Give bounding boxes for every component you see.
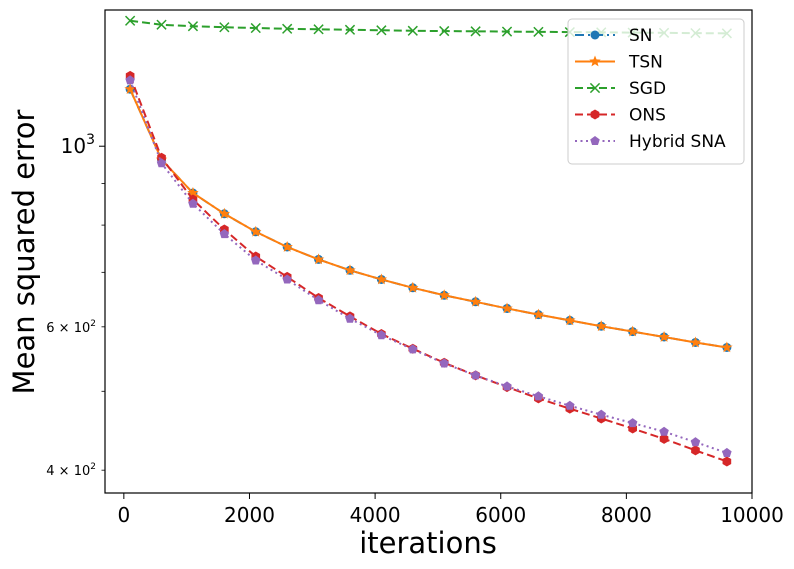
data-point-tsn [564, 314, 576, 326]
data-point-tsn [218, 207, 231, 219]
y-tick-label: 6 × 102 [46, 319, 96, 336]
data-point-hybrid-sna [156, 158, 167, 168]
x-tick-label: 6000 [475, 503, 526, 527]
legend-label-hybrid-sna: Hybrid SNA [629, 132, 726, 152]
data-point-tsn [658, 330, 670, 342]
data-point-tsn [375, 273, 388, 285]
x-tick-label: 8000 [601, 503, 652, 527]
data-point-hybrid-sna [439, 358, 449, 368]
data-point-hybrid-sna [565, 400, 575, 410]
data-point-hybrid-sna [659, 426, 669, 436]
x-tick-label: 0 [117, 503, 130, 527]
legend-marker-sgd [589, 82, 601, 94]
data-point-sgd [282, 23, 293, 34]
data-point-sgd [156, 19, 167, 30]
data-point-tsn [187, 187, 199, 198]
data-point-sgd [219, 22, 230, 33]
data-point-tsn [312, 253, 325, 265]
data-point-sgd [376, 25, 387, 36]
data-point-hybrid-sna [627, 418, 638, 428]
data-point-hybrid-sna [345, 313, 355, 323]
data-point-hybrid-sna [408, 344, 418, 354]
data-point-tsn [501, 302, 513, 314]
series-layer [124, 15, 733, 467]
series-line-tsn [129, 88, 728, 349]
data-point-sgd [407, 25, 418, 36]
data-point-hybrid-sna [596, 409, 606, 419]
data-point-hybrid-sna [376, 330, 387, 340]
data-point-tsn [250, 225, 262, 237]
data-point-sgd [533, 26, 544, 37]
data-point-tsn [532, 308, 545, 320]
legend-marker-hybrid-sna [590, 136, 600, 146]
legend-label-tsn: TSN [628, 53, 663, 73]
data-point-sgd [344, 24, 356, 35]
data-point-sgd [439, 25, 450, 37]
x-tick-label: 2000 [224, 503, 275, 527]
y-axis-label: Mean squared error [7, 110, 41, 395]
x-tick-label: 4000 [350, 503, 401, 527]
y-tick-label: 4 × 102 [46, 462, 96, 479]
data-point-sgd [187, 21, 199, 32]
data-point-tsn [626, 325, 639, 337]
data-point-tsn [281, 240, 293, 252]
legend-marker-sn [590, 30, 600, 40]
data-point-tsn [407, 281, 419, 293]
data-point-hybrid-sna [125, 75, 135, 85]
x-tick-label: 10000 [720, 503, 784, 527]
series-line-ons [129, 75, 728, 463]
plot-frame [104, 9, 753, 494]
data-point-tsn [124, 83, 136, 95]
data-point-tsn [721, 341, 733, 353]
data-point-tsn [438, 289, 450, 301]
data-point-hybrid-sna [313, 295, 324, 305]
data-point-hybrid-sna [219, 229, 230, 239]
data-point-tsn [595, 320, 607, 332]
legend-label-sgd: SGD [629, 79, 666, 99]
data-point-hybrid-sna [533, 391, 544, 401]
legend: SN TSN SGD ONS Hybrid SNA [567, 18, 745, 165]
legend-label-sn: SN [629, 26, 653, 46]
data-point-hybrid-sna [470, 370, 481, 380]
data-point-sgd [250, 22, 261, 34]
data-point-tsn [689, 336, 702, 348]
data-point-tsn [469, 295, 482, 307]
legend-box [567, 18, 745, 165]
data-point-ons [722, 456, 732, 467]
data-point-hybrid-sna [188, 198, 198, 208]
data-point-sgd [124, 15, 136, 26]
legend-marker-tsn [589, 55, 601, 67]
y-tick-label: 103 [61, 132, 95, 158]
legend-label-ons: ONS [629, 106, 666, 126]
ticks-layer: 0 2000 4000 6000 8000 10000 103 4 × 102 6 × 102 [46, 132, 784, 527]
data-point-hybrid-sna [690, 437, 701, 447]
legend-marker-ons [590, 109, 600, 120]
data-point-hybrid-sna [282, 274, 292, 284]
data-point-hybrid-sna [251, 255, 261, 265]
data-point-hybrid-sna [722, 447, 732, 457]
data-point-ons [691, 445, 700, 456]
data-point-sgd [501, 26, 513, 37]
data-point-tsn [344, 264, 356, 276]
data-point-hybrid-sna [502, 381, 512, 391]
data-point-sgd [313, 24, 324, 35]
data-point-ons [659, 433, 669, 444]
x-axis-label: iterations [359, 526, 497, 560]
data-point-sgd [470, 26, 481, 37]
